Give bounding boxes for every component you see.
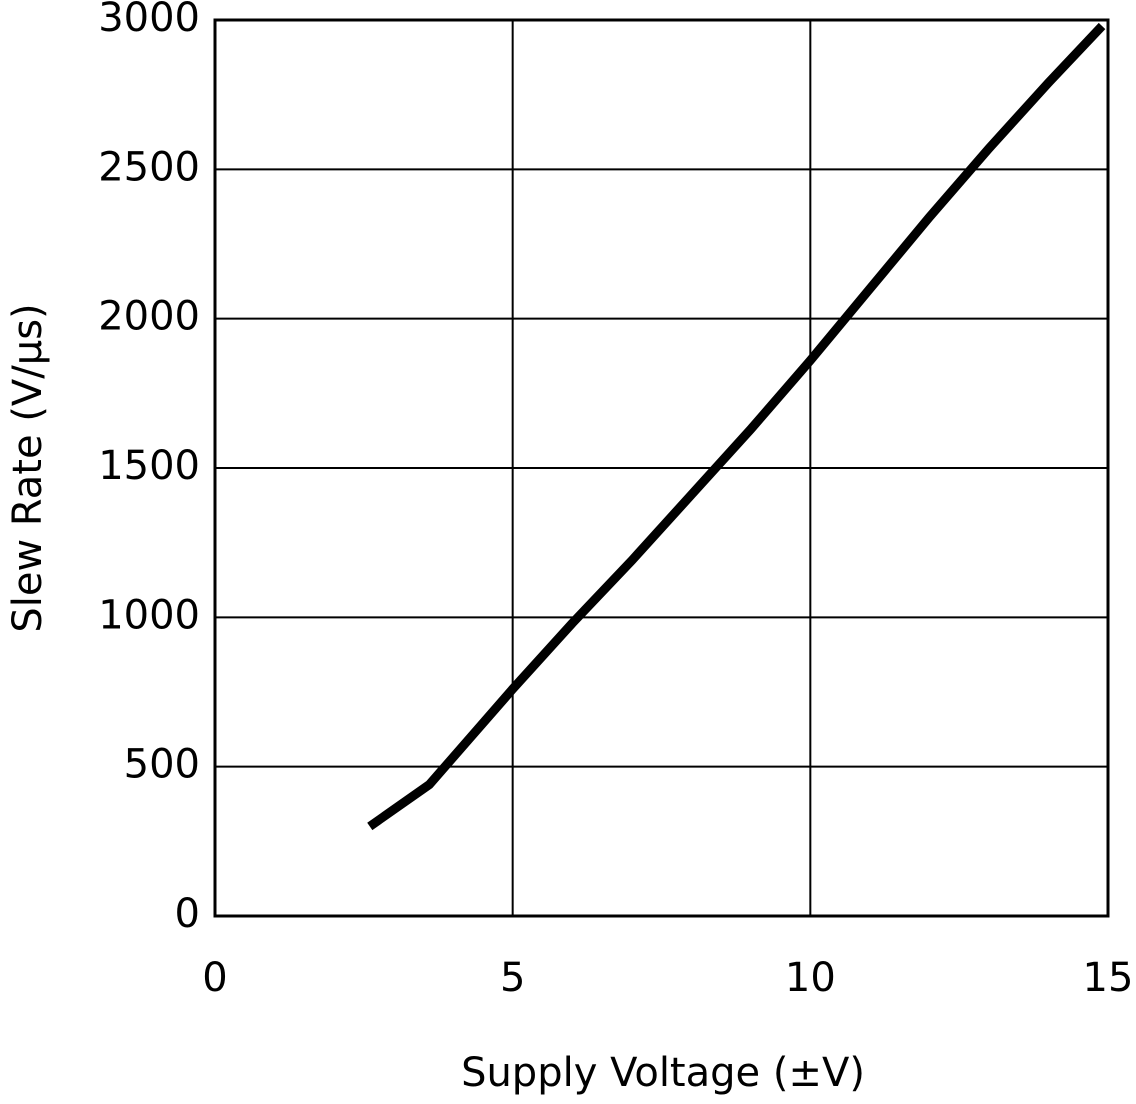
y-tick-label: 2000 [98, 294, 200, 340]
y-tick-label: 1000 [98, 592, 200, 638]
y-tick-label: 3000 [98, 0, 200, 41]
x-tick-label: 5 [500, 955, 525, 1001]
y-tick-label: 1500 [98, 443, 200, 489]
y-tick-label: 500 [124, 742, 200, 788]
y-tick-label: 2500 [98, 144, 200, 190]
plot-frame [213, 18, 1110, 918]
y-axis-label: Slew Rate (V/μs) [5, 303, 51, 632]
x-tick-label: 10 [785, 955, 836, 1001]
data-line [367, 22, 1106, 831]
x-axis-label: Supply Voltage (±V) [461, 1050, 865, 1096]
y-tick-label: 0 [175, 891, 200, 937]
x-tick-label: 0 [202, 955, 227, 1001]
x-tick-label: 15 [1083, 955, 1134, 1001]
